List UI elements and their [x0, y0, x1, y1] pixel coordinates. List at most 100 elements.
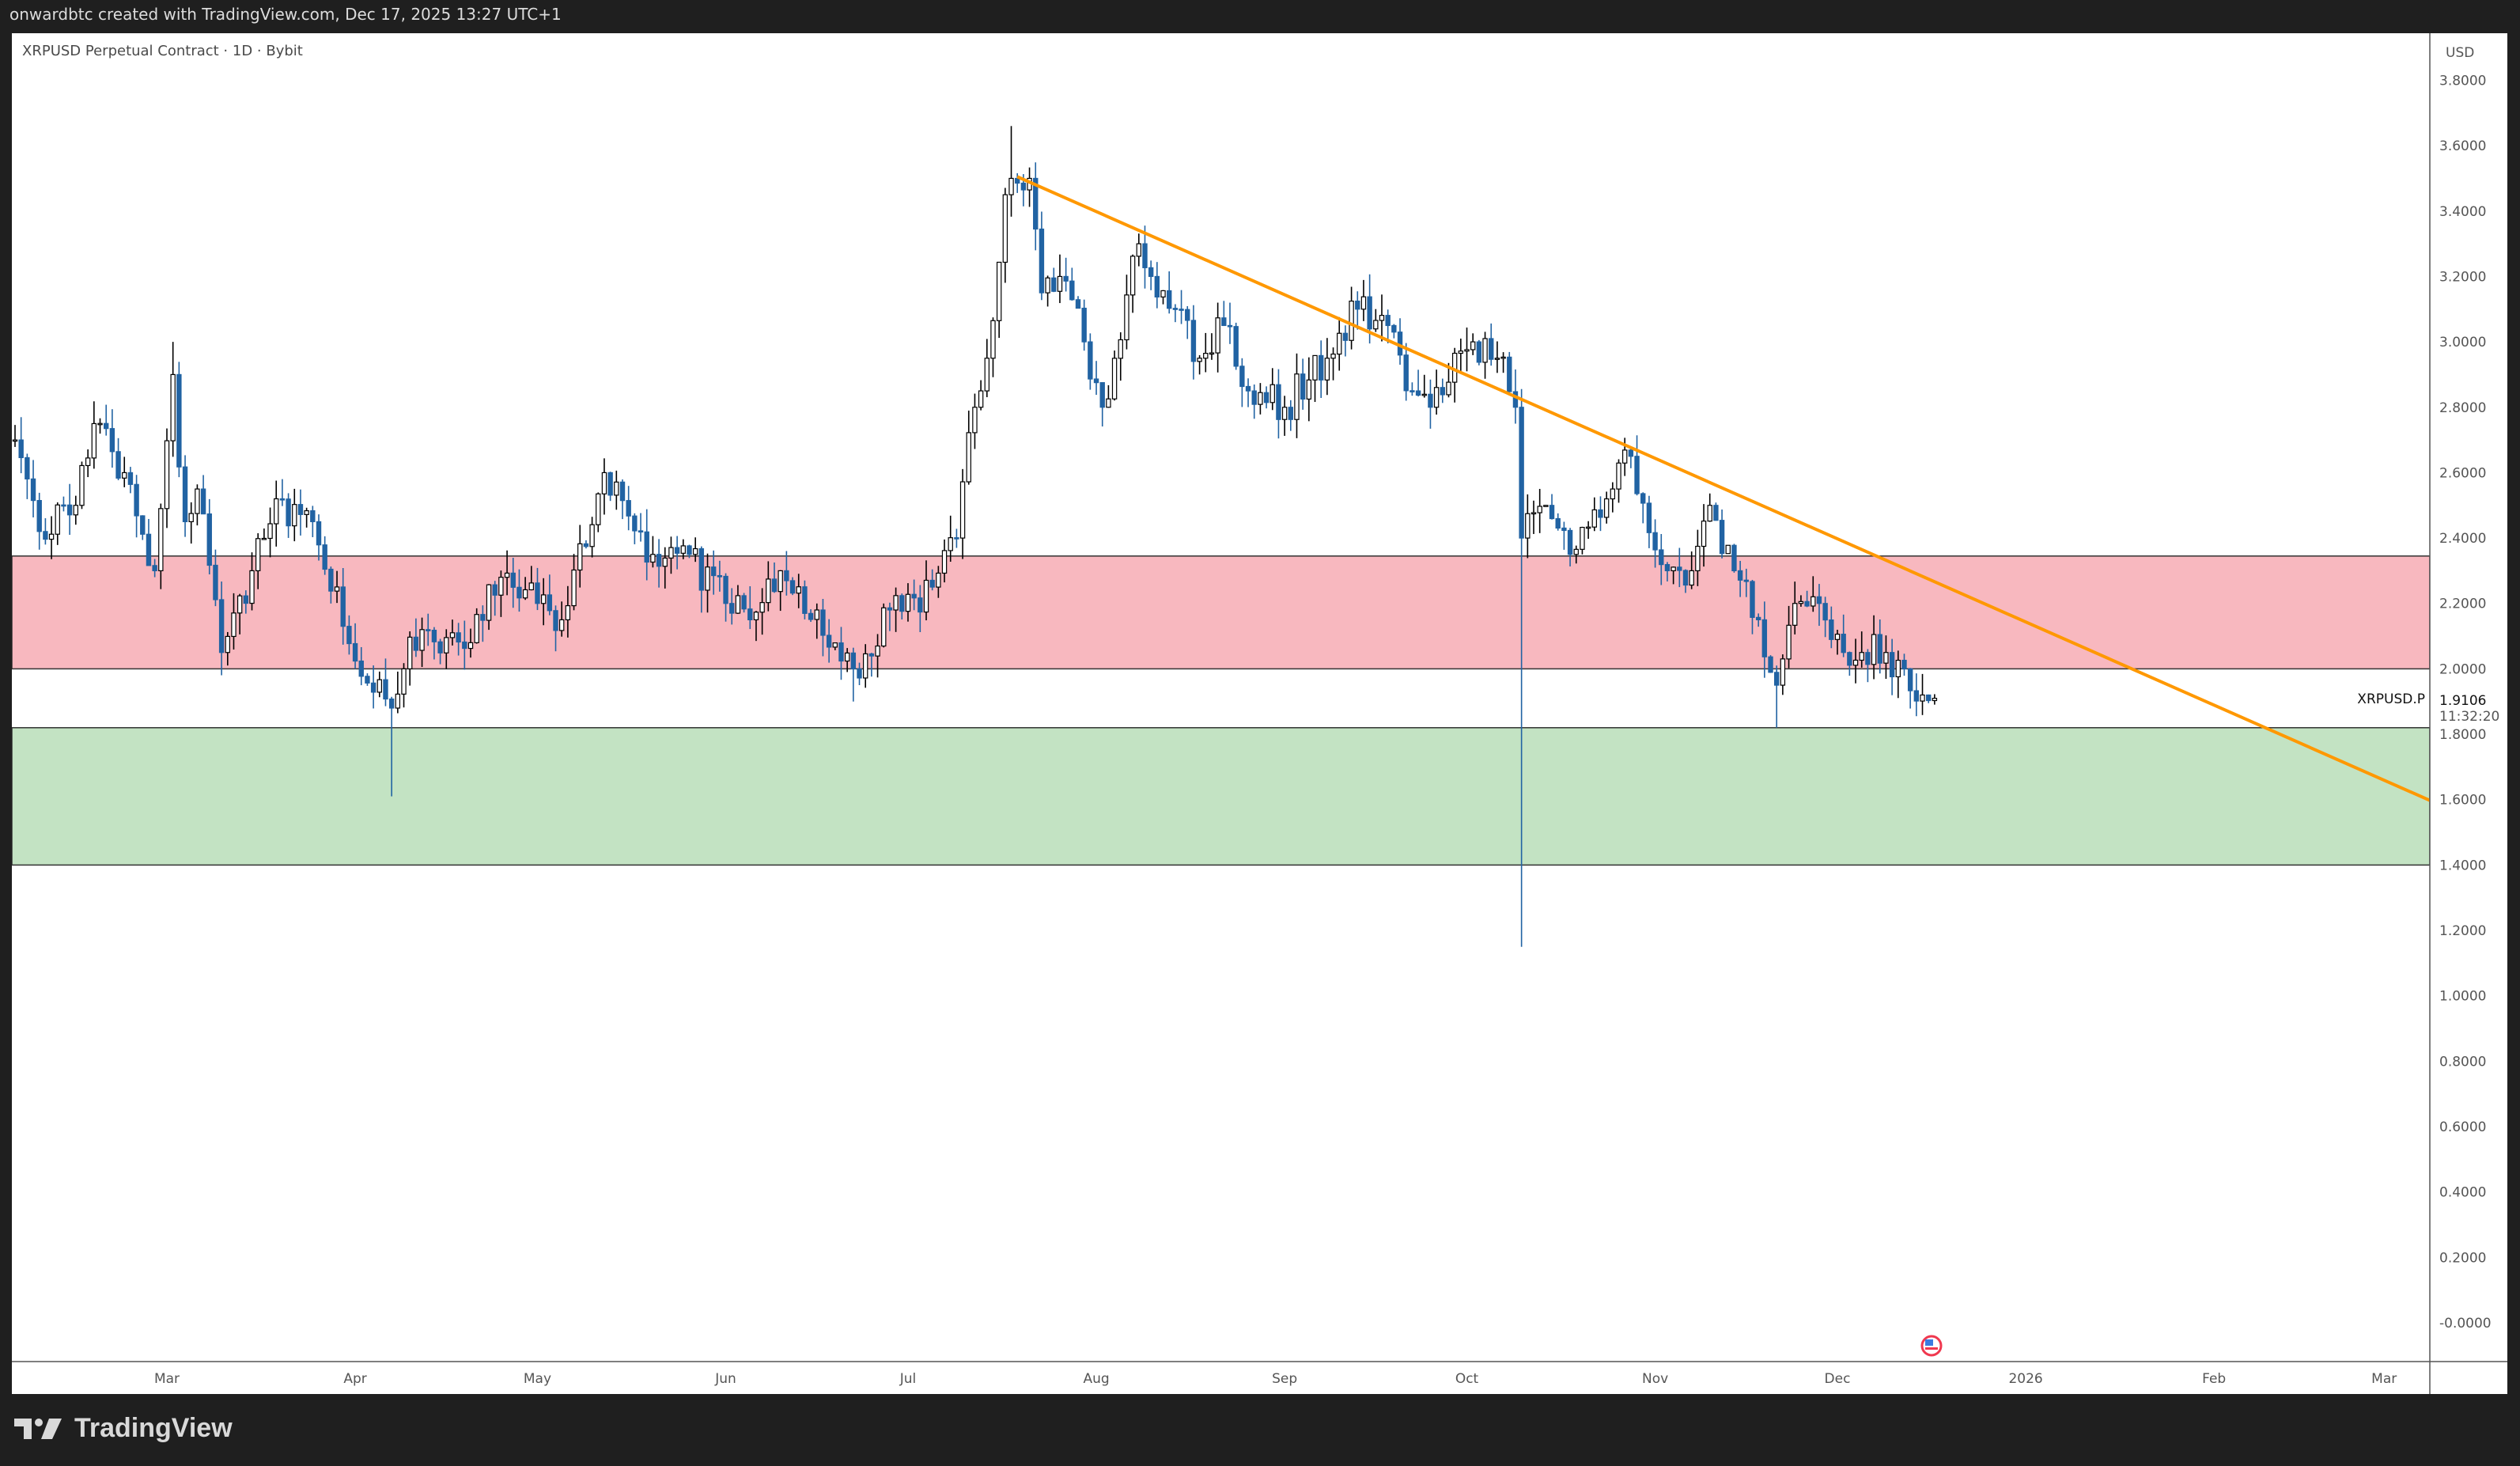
candle-body [12, 439, 18, 442]
candle-body [1337, 332, 1342, 355]
price-tick-label: 0.6000 [2439, 1119, 2486, 1135]
candle-body [1913, 690, 1920, 702]
candle-body [1057, 275, 1063, 292]
candle-body [1245, 385, 1251, 392]
time-tick-label: Jul [899, 1371, 917, 1387]
candle-body [25, 456, 30, 479]
candle-body [352, 642, 358, 662]
candle-body [1549, 505, 1555, 520]
candle-body [1288, 407, 1293, 420]
candle-body [316, 521, 322, 546]
candle-body [1494, 358, 1500, 360]
candle-body [626, 500, 631, 517]
price-tick-label: 2.6000 [2439, 465, 2486, 481]
candle-body [1811, 596, 1816, 607]
candle-body [1591, 509, 1597, 528]
candle-body [808, 612, 814, 620]
candle-body [936, 572, 941, 588]
candle-body [899, 595, 905, 612]
candle-body [182, 466, 188, 523]
candle-body [516, 586, 522, 599]
candle-body [30, 478, 36, 502]
candle-body [365, 676, 370, 684]
price-tick-label: 0.2000 [2439, 1250, 2486, 1266]
candle-body [680, 545, 687, 554]
candle-body [1433, 387, 1440, 408]
candle-body [558, 619, 565, 631]
candle-body [784, 570, 789, 581]
candle-body [358, 660, 364, 677]
candle-body [565, 605, 571, 621]
candle-body [778, 570, 783, 593]
candle-body [328, 568, 334, 592]
candle-body [1543, 505, 1549, 507]
candle-body [941, 550, 948, 574]
candle-body [698, 547, 705, 591]
candle-body [1239, 366, 1245, 388]
candle-body [449, 632, 456, 638]
candle-body [747, 608, 753, 621]
candle-body [1221, 317, 1227, 327]
symbol-title: XRPUSD Perpetual Contract · 1D · Bybit [22, 43, 303, 59]
candle-body [158, 508, 164, 572]
candle-body [1719, 520, 1725, 555]
candle-body [1707, 505, 1712, 522]
candle-body [1695, 545, 1701, 572]
candle-body [1324, 358, 1330, 381]
price-tick-label: 2.2000 [2439, 597, 2486, 612]
candle-body [274, 498, 279, 525]
candle-body [1519, 407, 1524, 539]
candle-body [1507, 356, 1512, 392]
candle-body [1446, 381, 1451, 396]
candle-body [1075, 299, 1081, 309]
candle-body [1489, 338, 1494, 360]
candle-body [1106, 398, 1111, 408]
tradingview-logo[interactable]: TradingView [14, 1413, 233, 1444]
candle-body [1124, 294, 1129, 341]
candle-body [236, 595, 243, 614]
candle-body [486, 584, 492, 621]
candle-body [1373, 320, 1379, 330]
candle-body [66, 504, 73, 516]
candle-body [1391, 324, 1397, 333]
candle-body [1215, 317, 1220, 354]
candle-body [510, 572, 516, 588]
chart-panel[interactable] [12, 33, 2507, 1394]
candle-body [401, 668, 407, 695]
price-tick-label: 3.4000 [2439, 204, 2486, 220]
chart-credit: onwardbtc created with TradingView.com, … [9, 5, 562, 24]
candle-body [1190, 320, 1197, 362]
candle-body [1294, 373, 1300, 420]
candle-body [43, 531, 48, 540]
candle-body [1512, 391, 1519, 408]
candle-body [1774, 672, 1780, 686]
price-tick-label: 2.8000 [2439, 400, 2486, 416]
candle-body [540, 594, 547, 604]
candle-body [1209, 352, 1215, 355]
price-tick-label: 3.8000 [2439, 73, 2486, 89]
candle-body [1713, 505, 1719, 521]
candle-body [1227, 324, 1233, 328]
candle-body [723, 575, 728, 604]
time-tick-label: Dec [1825, 1371, 1851, 1387]
candle-body [959, 481, 966, 539]
candle-body [1883, 652, 1889, 664]
candle-body [1330, 353, 1336, 359]
candle-body [407, 636, 413, 670]
candle-body [480, 614, 486, 621]
candle-body [1142, 243, 1148, 268]
brand-name: TradingView [74, 1413, 233, 1443]
candle-body [1537, 506, 1542, 513]
candle-body [710, 566, 717, 577]
candle-body [79, 464, 85, 506]
candle-body [1033, 177, 1039, 230]
candle-body [310, 510, 316, 523]
candle-body [535, 582, 540, 604]
candle-body [1580, 526, 1585, 550]
candle-body [1659, 549, 1664, 566]
candle-body [1355, 301, 1360, 310]
candle-body [498, 577, 504, 596]
candle-body [826, 635, 832, 648]
price-tick-label: 3.2000 [2439, 269, 2486, 285]
